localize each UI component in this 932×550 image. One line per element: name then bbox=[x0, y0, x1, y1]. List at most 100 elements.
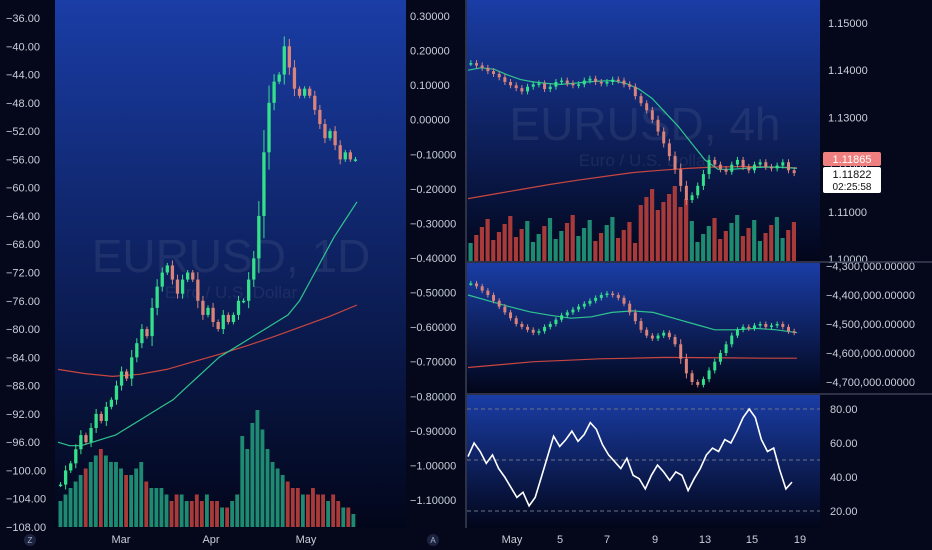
right-mid-ma-slow-line bbox=[467, 356, 797, 369]
right-top-volume-bar bbox=[701, 234, 706, 261]
right-top-candle bbox=[622, 80, 626, 85]
right-mid-candle bbox=[611, 293, 615, 296]
right-top-volume-bar bbox=[786, 230, 791, 261]
right-top-candle bbox=[656, 119, 660, 132]
right-top-volume-bar bbox=[542, 226, 547, 261]
right-top-candle bbox=[758, 162, 762, 165]
right-top-candle bbox=[781, 162, 785, 166]
right-mid-candle bbox=[526, 326, 530, 330]
right-top-candle bbox=[531, 84, 535, 87]
oscillator-axis-tick: −0.20000 bbox=[410, 184, 456, 196]
left-axis-tick: −108.00 bbox=[6, 522, 46, 534]
oscillator-axis-tick: −0.10000 bbox=[410, 149, 456, 161]
right-top-candle bbox=[673, 156, 677, 170]
right-top-volume-bar bbox=[746, 228, 751, 261]
right-mid-candle bbox=[667, 332, 671, 338]
right-top-volume-bar bbox=[752, 220, 757, 261]
left-axis-tick: −68.00 bbox=[6, 239, 40, 251]
left-volume-bar bbox=[230, 501, 235, 527]
right-mid-candle bbox=[645, 329, 649, 336]
oscillator-axis-tick: 0.30000 bbox=[410, 11, 450, 23]
left-chart-panel[interactable]: EURUSD, 1D Euro / U.S. Dollar bbox=[55, 0, 406, 528]
left-candle bbox=[114, 385, 119, 400]
right-x-label: May bbox=[502, 534, 523, 546]
left-candle bbox=[323, 124, 327, 139]
right-top-volume-bar bbox=[530, 242, 536, 261]
right-mid-candle bbox=[679, 344, 683, 359]
right-top-panel[interactable]: EURUSD, 4h Euro / U.S. Dollar bbox=[467, 0, 820, 261]
right-mid-candle bbox=[594, 297, 598, 301]
left-volume-bar bbox=[88, 462, 93, 527]
right-mid-candle bbox=[684, 358, 688, 374]
left-candle bbox=[226, 314, 230, 322]
panel-separators[interactable] bbox=[465, 0, 932, 528]
left-volume-bar bbox=[184, 501, 189, 527]
left-oscillator-axis[interactable]: 0.30000 0.20000 0.10000 0.00000 −0.10000 −0.2… bbox=[410, 11, 456, 507]
right-time-axis[interactable]: May 5 7 9 13 15 19 bbox=[502, 534, 807, 546]
left-x-label-mar: Mar bbox=[112, 534, 131, 546]
right-bottom-axis[interactable]: 80.00 60.00 40.00 20.00 bbox=[830, 404, 858, 518]
left-volume-bar bbox=[311, 488, 315, 527]
left-volume-bar bbox=[280, 475, 285, 527]
right-top-price-axis[interactable]: 1.150001.140001.130001.120001.110001.100… bbox=[828, 18, 868, 266]
right-mid-candle bbox=[786, 326, 790, 332]
right-top-volume-bar bbox=[672, 186, 677, 261]
left-volume-bar bbox=[139, 462, 144, 527]
left-price-axis[interactable]: −36.00 −40.00 −44.00 −48.00 −52.00 −56.00 −60.… bbox=[6, 13, 46, 534]
right-corner-button[interactable]: A bbox=[427, 534, 439, 546]
right-bottom-panel[interactable] bbox=[467, 395, 820, 528]
right-top-volume-bar bbox=[547, 218, 553, 261]
right-top-volume-bar bbox=[723, 231, 728, 261]
oscillator-line bbox=[467, 407, 793, 508]
right-mid-panel[interactable] bbox=[467, 263, 820, 393]
left-candle bbox=[216, 321, 220, 330]
left-volume-bar bbox=[199, 501, 204, 527]
left-volume-bar bbox=[346, 507, 351, 527]
right-bottom-axis-tick: 80.00 bbox=[830, 404, 858, 416]
right-mid-candle bbox=[469, 283, 473, 285]
right-top-candle bbox=[650, 110, 654, 120]
right-top-volume-bar bbox=[706, 226, 711, 261]
right-top-volume-bar bbox=[655, 210, 660, 261]
right-mid-candle bbox=[616, 295, 620, 298]
right-top-volume-bar bbox=[757, 241, 762, 261]
right-top-candle bbox=[611, 79, 615, 82]
left-candle bbox=[104, 406, 108, 421]
left-candle bbox=[124, 371, 129, 379]
left-candle bbox=[211, 307, 215, 322]
left-volume-bar bbox=[255, 410, 260, 527]
right-mid-candle bbox=[735, 329, 739, 336]
left-volume-bar bbox=[63, 494, 68, 527]
left-ma-slow-line bbox=[57, 304, 358, 378]
right-mid-candle bbox=[741, 326, 745, 330]
left-volume-bar bbox=[159, 488, 164, 527]
right-top-candle bbox=[577, 84, 581, 86]
right-top-volume-bar bbox=[513, 237, 519, 261]
right-top-axis-tick: 1.13000 bbox=[828, 112, 868, 124]
right-mid-candle bbox=[701, 379, 705, 385]
right-top-volume-bar bbox=[780, 238, 785, 261]
right-mid-candle bbox=[531, 329, 535, 333]
left-volume-bar bbox=[103, 455, 108, 527]
right-mid-candle bbox=[543, 326, 547, 332]
right-top-candle bbox=[764, 162, 768, 167]
right-mid-axis[interactable]: −4,300,000.00000 −4,400,000.00000 −4,500,0… bbox=[826, 261, 915, 389]
left-volume-bar bbox=[275, 468, 280, 527]
right-top-volume-bar bbox=[735, 215, 740, 261]
right-top-volume-bar bbox=[712, 218, 717, 261]
right-mid-candle bbox=[713, 361, 717, 371]
right-top-candle bbox=[662, 131, 666, 144]
right-top-volume-bar bbox=[479, 227, 485, 261]
right-top-candle bbox=[701, 174, 705, 186]
right-top-candle bbox=[747, 166, 751, 171]
right-top-volume-bar bbox=[474, 235, 479, 261]
left-volume-bar bbox=[164, 494, 169, 527]
left-candle bbox=[206, 307, 210, 315]
left-candle bbox=[282, 46, 286, 75]
right-top-candle bbox=[769, 166, 773, 169]
left-corner-button[interactable]: Z bbox=[24, 534, 36, 546]
right-mid-candle bbox=[475, 283, 479, 287]
left-time-axis[interactable]: Mar Apr May bbox=[112, 534, 317, 546]
left-candle bbox=[175, 279, 180, 294]
